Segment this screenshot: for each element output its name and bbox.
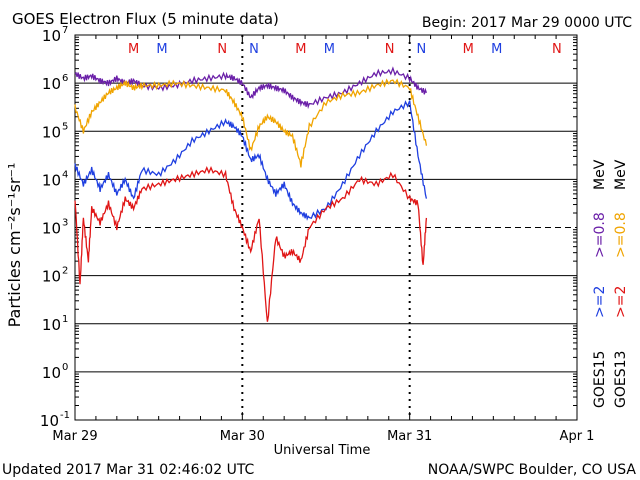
plot-area: [74, 34, 578, 421]
series-line: [74, 100, 428, 221]
legend-goes15-2mev: >=2: [592, 286, 608, 318]
mn-marker: M: [491, 42, 502, 57]
mn-marker: N: [552, 42, 562, 57]
updated-label: Updated 2017 Mar 31 02:46:02 UTC: [2, 462, 255, 478]
y-tick-exponent: 3: [62, 218, 68, 229]
y-tick-exponent: 4: [62, 169, 68, 180]
y-tick-base: 10: [42, 364, 61, 382]
y-tick-base: 10: [42, 27, 61, 45]
begin-label: Begin: 2017 Mar 29 0000 UTC: [422, 15, 632, 31]
mn-marker: M: [295, 42, 306, 57]
y-tick-exponent: 7: [62, 25, 68, 36]
series-line: [74, 78, 428, 168]
legend-goes13: GOES13: [613, 351, 629, 408]
legend-goes13-08mev: >=0.8: [613, 212, 629, 258]
x-axis-label: Universal Time: [274, 443, 371, 458]
y-axis-label: Particles cm⁻²s⁻¹sr⁻¹: [5, 163, 24, 328]
y-tick-label: 10 3: [42, 218, 68, 238]
series-layer: [74, 66, 428, 322]
y-tick-label: 10 5: [42, 121, 68, 141]
y-tick-base: 10: [42, 171, 61, 189]
y-tick-label: 10 7: [42, 25, 68, 45]
x-tick-label: Apr 1: [560, 429, 595, 444]
y-tick-label: 10 2: [42, 266, 68, 286]
y-tick-base: 10: [42, 123, 61, 141]
legend-goes15-08mev: >=0.8: [592, 212, 608, 258]
mn-marker: N: [249, 42, 259, 57]
legend-goes15: GOES15: [592, 351, 608, 408]
y-tick-label: 10 0: [42, 362, 68, 382]
y-tick-base: 10: [42, 316, 61, 334]
legend-goes13-2mev: >=2: [613, 286, 629, 318]
series-line: [74, 166, 428, 322]
y-tick-exponent: 2: [62, 266, 68, 277]
mn-marker: N: [417, 42, 427, 57]
credit-label: NOAA/SWPC Boulder, CO USA: [428, 462, 637, 478]
chart-title: GOES Electron Flux (5 minute data): [12, 10, 279, 28]
y-tick-exponent: 6: [62, 73, 68, 84]
mn-marker: N: [217, 42, 227, 57]
y-tick-label: 10 -1: [40, 410, 70, 430]
mn-marker: M: [156, 42, 167, 57]
y-tick-base: 10: [42, 220, 61, 238]
y-tick-base: 10: [42, 75, 61, 93]
y-tick-exponent: -1: [60, 410, 70, 421]
mn-marker: N: [385, 42, 395, 57]
mn-marker: M: [463, 42, 474, 57]
x-tick-label: Mar 31: [387, 429, 432, 444]
series-line: [74, 66, 428, 110]
y-tick-exponent: 5: [62, 121, 68, 132]
y-tick-label: 10 6: [42, 73, 68, 93]
right-legend: GOES15 GOES13 >=2 >=2 >=0.8 >=0.8 MeV Me…: [592, 159, 629, 408]
legend-unit-bottom: MeV: [613, 159, 629, 190]
x-tick-label: Mar 29: [52, 429, 97, 444]
x-axis-ticks: Mar 29 Mar 30 Mar 31 Apr 1: [52, 429, 594, 444]
y-tick-exponent: 0: [62, 362, 68, 373]
y-tick-label: 10 1: [42, 314, 68, 334]
mn-marker: M: [324, 42, 335, 57]
y-tick-exponent: 1: [62, 314, 68, 325]
y-tick-base: 10: [42, 268, 61, 286]
mn-marker: M: [128, 42, 139, 57]
y-tick-base: 10: [40, 412, 59, 430]
y-tick-label: 10 4: [42, 169, 68, 189]
legend-unit-top: MeV: [592, 159, 608, 190]
x-tick-label: Mar 30: [220, 429, 265, 444]
